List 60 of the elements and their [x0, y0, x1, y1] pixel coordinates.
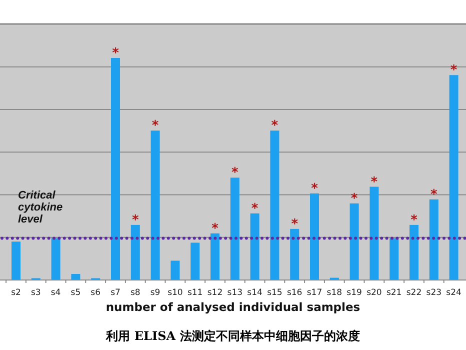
text: 利用 ELISA 法测定不同样本中细胞因子的浓度 — [105, 329, 360, 343]
x-tick-label: s14 — [247, 288, 262, 298]
x-tick-label: s5 — [70, 288, 81, 298]
x-tick-label: s21 — [386, 288, 402, 298]
x-tick-label: s24 — [446, 288, 462, 298]
annotation: * — [271, 118, 278, 134]
x-tick-label: s12 — [207, 288, 223, 298]
annotation: * — [311, 181, 318, 196]
bar — [290, 228, 300, 280]
x-tick-label: s9 — [150, 288, 160, 298]
bar — [170, 260, 180, 280]
bar — [71, 274, 80, 280]
x-tick-label: s6 — [90, 288, 101, 298]
annotation: * — [291, 216, 298, 232]
x-tick-label: s23 — [426, 288, 442, 298]
x-tick-label: s8 — [130, 288, 140, 298]
bar — [310, 193, 319, 280]
x-tick-label: s4 — [50, 288, 61, 298]
x-tick-label: s7 — [110, 288, 120, 298]
annotation: * — [212, 221, 219, 236]
bar — [390, 238, 399, 280]
bar — [270, 130, 280, 280]
bar — [449, 75, 458, 280]
bar — [210, 233, 220, 280]
bar — [130, 224, 140, 280]
bar — [350, 203, 359, 280]
bar — [230, 178, 240, 280]
x-tick-label: s13 — [227, 288, 243, 298]
ref-line-label: Critical cytokine level — [18, 189, 63, 226]
annotation: * — [430, 187, 438, 202]
x-tick-label: s10 — [168, 288, 183, 298]
x-axis-title: number of analysed individual samples — [106, 300, 360, 314]
x-tick-label: s22 — [406, 288, 422, 298]
annotation: * — [410, 212, 418, 228]
annotation: * — [132, 212, 139, 228]
bar — [429, 199, 438, 280]
bar — [150, 130, 160, 280]
annotation: * — [251, 201, 258, 216]
bar — [370, 186, 379, 280]
bar — [51, 238, 60, 280]
x-tick-label: s20 — [366, 288, 382, 298]
x-tick-label: s11 — [187, 288, 203, 298]
annotation: * — [450, 63, 458, 78]
annotation: * — [350, 191, 358, 206]
x-tick-label: s18 — [326, 288, 342, 298]
annotation: * — [370, 174, 378, 190]
x-tick-label: s19 — [346, 288, 362, 298]
annotation: * — [112, 46, 120, 61]
x-tick-label: s15 — [267, 288, 282, 298]
x-tick-label: s16 — [286, 288, 302, 298]
annotation: * — [231, 166, 238, 181]
bar — [12, 242, 20, 280]
x-tick-label: s3 — [30, 288, 41, 298]
x-tick-label: s2 — [11, 288, 21, 298]
bar — [250, 213, 260, 280]
bar — [190, 242, 200, 280]
x-tick-label: s17 — [306, 288, 322, 298]
annotation: * — [152, 118, 159, 134]
bar — [111, 58, 120, 280]
bar — [410, 224, 418, 280]
